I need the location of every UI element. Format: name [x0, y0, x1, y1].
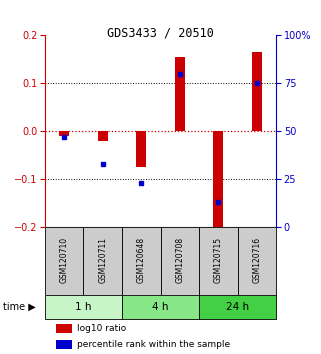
FancyBboxPatch shape — [199, 295, 276, 319]
FancyBboxPatch shape — [45, 227, 83, 295]
Text: 4 h: 4 h — [152, 302, 169, 312]
FancyBboxPatch shape — [56, 340, 72, 349]
Text: GSM120711: GSM120711 — [98, 237, 107, 283]
Text: log10 ratio: log10 ratio — [77, 324, 126, 333]
Bar — [98, 131, 108, 141]
Bar — [59, 131, 69, 136]
Bar — [252, 52, 262, 131]
FancyBboxPatch shape — [122, 227, 160, 295]
FancyBboxPatch shape — [199, 227, 238, 295]
Text: 24 h: 24 h — [226, 302, 249, 312]
Text: GSM120648: GSM120648 — [137, 236, 146, 283]
Text: GSM120710: GSM120710 — [60, 236, 69, 283]
FancyBboxPatch shape — [160, 227, 199, 295]
FancyBboxPatch shape — [238, 227, 276, 295]
FancyBboxPatch shape — [83, 227, 122, 295]
Text: time ▶: time ▶ — [3, 302, 36, 312]
Bar — [136, 131, 146, 167]
Text: GSM120715: GSM120715 — [214, 236, 223, 283]
FancyBboxPatch shape — [56, 324, 72, 333]
Text: 1 h: 1 h — [75, 302, 92, 312]
Text: GSM120708: GSM120708 — [175, 236, 184, 283]
FancyBboxPatch shape — [122, 295, 199, 319]
Text: GSM120716: GSM120716 — [252, 236, 261, 283]
Text: GDS3433 / 20510: GDS3433 / 20510 — [107, 27, 214, 40]
Bar — [213, 131, 223, 232]
Bar — [175, 57, 185, 131]
FancyBboxPatch shape — [45, 295, 122, 319]
Text: percentile rank within the sample: percentile rank within the sample — [77, 339, 230, 349]
